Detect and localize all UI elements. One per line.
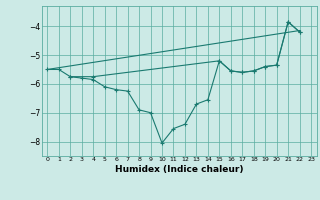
- X-axis label: Humidex (Indice chaleur): Humidex (Indice chaleur): [115, 165, 244, 174]
